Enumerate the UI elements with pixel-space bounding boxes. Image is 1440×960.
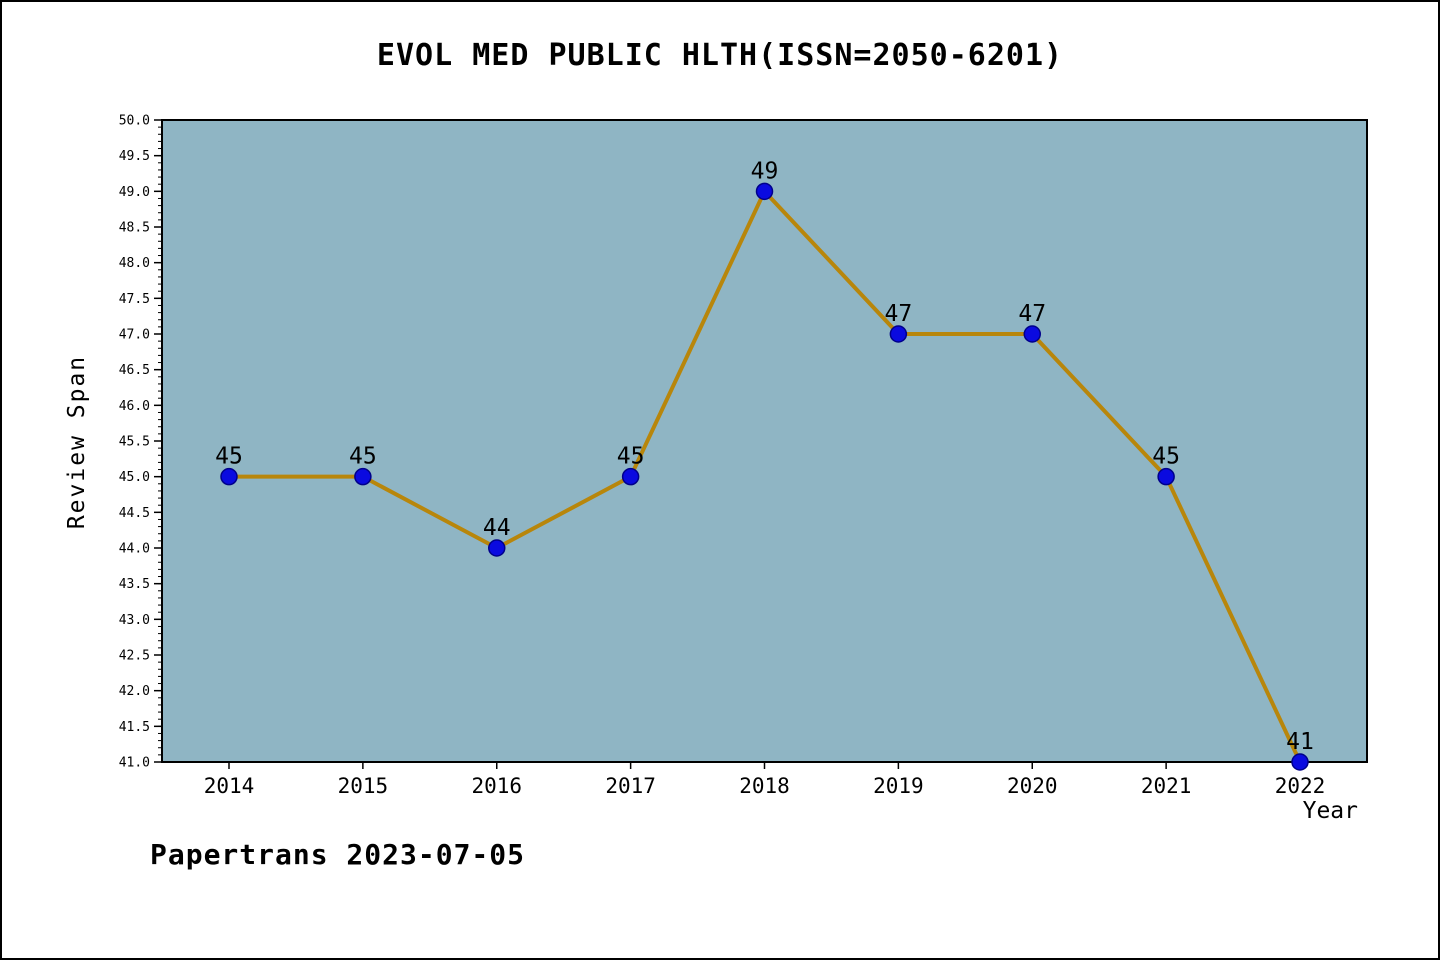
svg-text:2015: 2015 [338,774,389,798]
svg-text:47.0: 47.0 [119,328,150,343]
svg-text:44.0: 44.0 [119,542,150,557]
svg-text:41.5: 41.5 [119,720,150,735]
svg-text:49: 49 [751,158,779,184]
svg-text:2019: 2019 [873,774,924,798]
svg-text:2022: 2022 [1275,774,1326,798]
svg-text:48.0: 48.0 [119,256,150,271]
svg-text:47.5: 47.5 [119,292,150,307]
svg-text:44.5: 44.5 [119,506,150,521]
svg-text:45: 45 [1152,444,1180,470]
y-axis-label: Review Span [64,354,90,530]
svg-text:2020: 2020 [1007,774,1058,798]
svg-text:43.0: 43.0 [119,613,150,628]
svg-text:45: 45 [215,444,243,470]
svg-text:42.0: 42.0 [119,684,150,699]
svg-text:46.5: 46.5 [119,363,150,378]
x-axis-label: Year [1302,798,1358,824]
svg-text:2018: 2018 [739,774,790,798]
svg-text:45.5: 45.5 [119,435,150,450]
svg-text:41: 41 [1286,729,1314,755]
chart-title: EVOL MED PUBLIC HLTH(ISSN=2050-6201) [376,38,1064,73]
svg-text:47: 47 [1018,301,1046,327]
svg-text:49.0: 49.0 [119,185,150,200]
svg-text:50.0: 50.0 [119,114,150,129]
svg-text:2014: 2014 [204,774,255,798]
svg-text:2016: 2016 [471,774,522,798]
svg-text:45: 45 [349,444,377,470]
svg-text:45: 45 [617,444,645,470]
svg-text:42.5: 42.5 [119,649,150,664]
svg-text:2021: 2021 [1141,774,1192,798]
svg-text:43.5: 43.5 [119,577,150,592]
svg-text:46.0: 46.0 [119,399,150,414]
watermark-text: Papertrans 2023-07-05 [150,838,526,871]
svg-text:48.5: 48.5 [119,221,150,236]
svg-text:47: 47 [885,301,913,327]
svg-text:44: 44 [483,515,511,541]
svg-text:2017: 2017 [605,774,656,798]
svg-text:41.0: 41.0 [119,756,150,771]
svg-text:45.0: 45.0 [119,470,150,485]
svg-text:49.5: 49.5 [119,149,150,164]
